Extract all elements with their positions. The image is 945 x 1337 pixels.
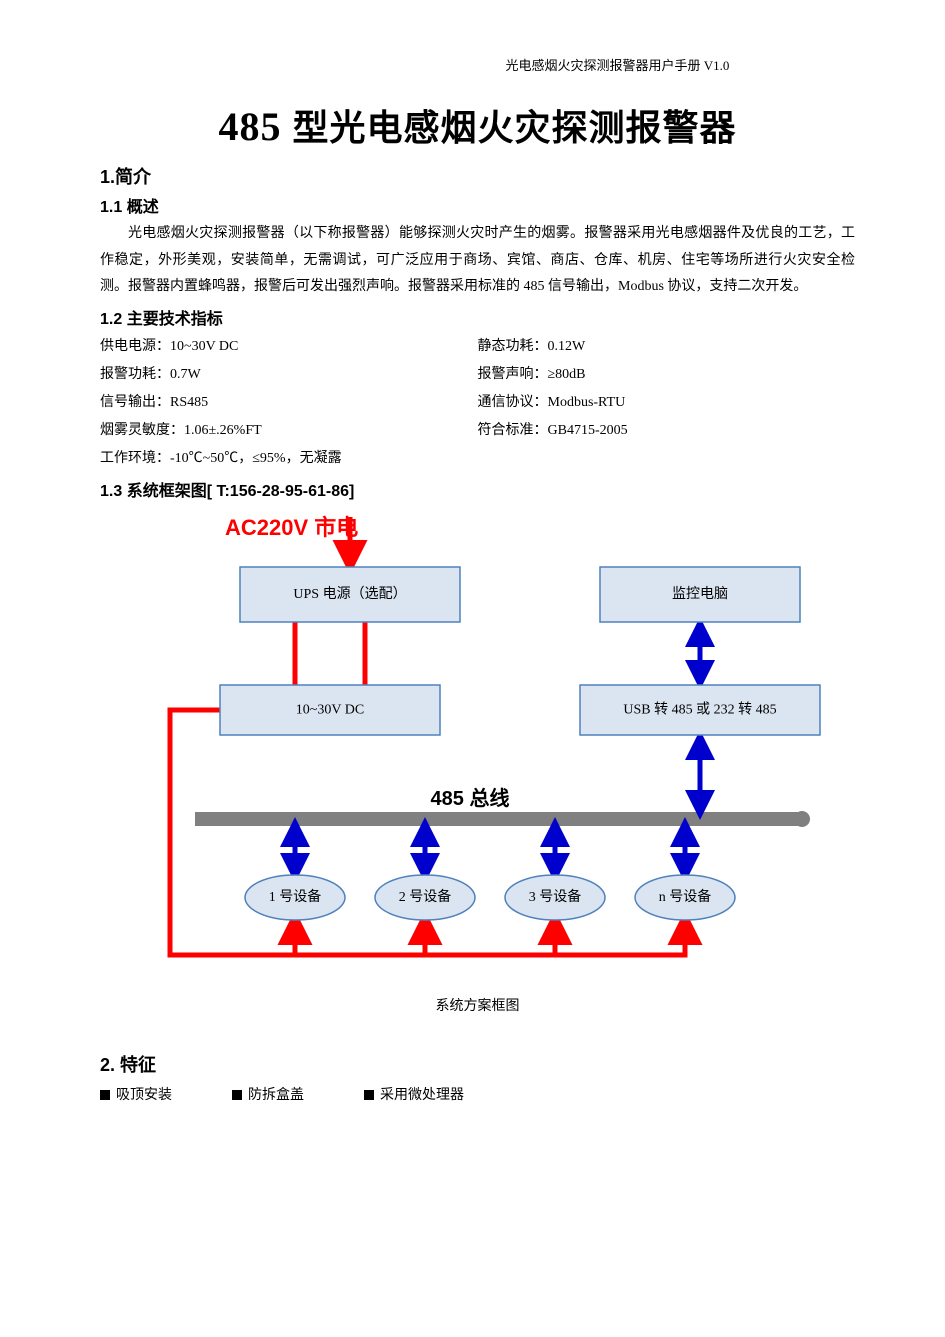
feature-item: 吸顶安装 (100, 1083, 172, 1108)
feature-label: 吸顶安装 (116, 1088, 172, 1103)
spec-value: Modbus-RTU (548, 389, 626, 417)
overview-paragraph: 光电感烟火灾探测报警器（以下称报警器）能够探测火灾时产生的烟雾。报警器采用光电感… (100, 221, 855, 301)
spec-value: ≥80dB (548, 361, 586, 389)
document-page: 光电感烟火灾探测报警器用户手册 V1.0 485 型光电感烟火灾探测报警器 1.… (0, 0, 945, 1148)
spec-value: 1.06±.26%FT (184, 417, 262, 445)
features-list: 吸顶安装 防拆盒盖 采用微处理器 (100, 1083, 855, 1108)
svg-text:UPS 电源（选配）: UPS 电源（选配） (293, 586, 406, 602)
diagram-caption: 系统方案框图 (100, 995, 855, 1015)
feature-item: 防拆盒盖 (232, 1083, 304, 1108)
bullet-icon (364, 1090, 374, 1100)
svg-text:2 号设备: 2 号设备 (399, 888, 452, 905)
section-1-3-heading: 1.3 系统框架图[ T:156-28-95-61-86] (100, 477, 855, 501)
spec-item: 报警声响：≥80dB (478, 361, 856, 389)
spec-label: 报警声响： (478, 361, 548, 389)
spec-value: 0.7W (170, 361, 201, 389)
title-rest: 型光电感烟火灾探测报警器 (281, 107, 736, 148)
spec-value: RS485 (170, 389, 208, 417)
section-2-heading: 2. 特征 (100, 1051, 855, 1077)
svg-text:USB 转 485 或 232 转 485: USB 转 485 或 232 转 485 (623, 701, 776, 717)
section-1-2-heading: 1.2 主要技术指标 (100, 305, 855, 329)
spec-label: 信号输出： (100, 389, 170, 417)
svg-text:n 号设备: n 号设备 (659, 888, 712, 905)
spec-label: 静态功耗： (478, 333, 548, 361)
bullet-icon (232, 1090, 242, 1100)
spec-label: 符合标准： (478, 417, 548, 445)
svg-text:485 总线: 485 总线 (431, 786, 510, 810)
svg-text:监控电脑: 监控电脑 (672, 586, 728, 602)
spec-label: 通信协议： (478, 389, 548, 417)
spec-label: 烟雾灵敏度： (100, 417, 184, 445)
section-1-heading: 1.简介 (100, 163, 855, 189)
section-1-3-code: 156-28-95-61-86 (230, 483, 349, 500)
page-header: 光电感烟火灾探测报警器用户手册 V1.0 (100, 55, 855, 74)
section-1-3-prefix: 1.3 系统框架图[ T: (100, 483, 230, 500)
spec-value: 0.12W (548, 333, 586, 361)
spec-value: -10℃~50℃，≤95%，无凝露 (170, 445, 342, 473)
spec-item: 烟雾灵敏度：1.06±.26%FT (100, 417, 478, 445)
title-number: 485 (218, 104, 281, 149)
svg-text:AC220V 市电: AC220V 市电 (225, 515, 358, 540)
spec-item: 静态功耗：0.12W (478, 333, 856, 361)
specs-list: 供电电源：10~30V DC静态功耗：0.12W报警功耗：0.7W报警声响：≥8… (100, 333, 855, 473)
section-1-1-heading: 1.1 概述 (100, 193, 855, 217)
diagram-svg: AC220V 市电 485 总线 UPS 电源（选配） 10~30V DC 监控电脑 US… (100, 505, 840, 985)
spec-label: 工作环境： (100, 445, 170, 473)
spec-item: 报警功耗：0.7W (100, 361, 478, 389)
spec-item: 工作环境：-10℃~50℃，≤95%，无凝露 (100, 445, 855, 473)
spec-label: 报警功耗： (100, 361, 170, 389)
feature-label: 采用微处理器 (380, 1088, 464, 1103)
spec-item: 符合标准：GB4715-2005 (478, 417, 856, 445)
bullet-icon (100, 1090, 110, 1100)
feature-label: 防拆盒盖 (248, 1088, 304, 1103)
spec-label: 供电电源： (100, 333, 170, 361)
spec-item: 供电电源：10~30V DC (100, 333, 478, 361)
system-diagram: AC220V 市电 485 总线 UPS 电源（选配） 10~30V DC 监控电脑 US… (100, 505, 855, 1015)
spec-item: 信号输出：RS485 (100, 389, 478, 417)
feature-item: 采用微处理器 (364, 1083, 464, 1108)
spec-value: 10~30V DC (170, 333, 238, 361)
spec-item: 通信协议：Modbus-RTU (478, 389, 856, 417)
svg-text:1 号设备: 1 号设备 (269, 888, 322, 905)
spec-value: GB4715-2005 (548, 417, 628, 445)
section-1-3-suffix: ] (349, 483, 354, 500)
svg-text:3 号设备: 3 号设备 (529, 888, 582, 905)
page-title: 485 型光电感烟火灾探测报警器 (100, 99, 855, 151)
svg-text:10~30V DC: 10~30V DC (296, 702, 364, 717)
